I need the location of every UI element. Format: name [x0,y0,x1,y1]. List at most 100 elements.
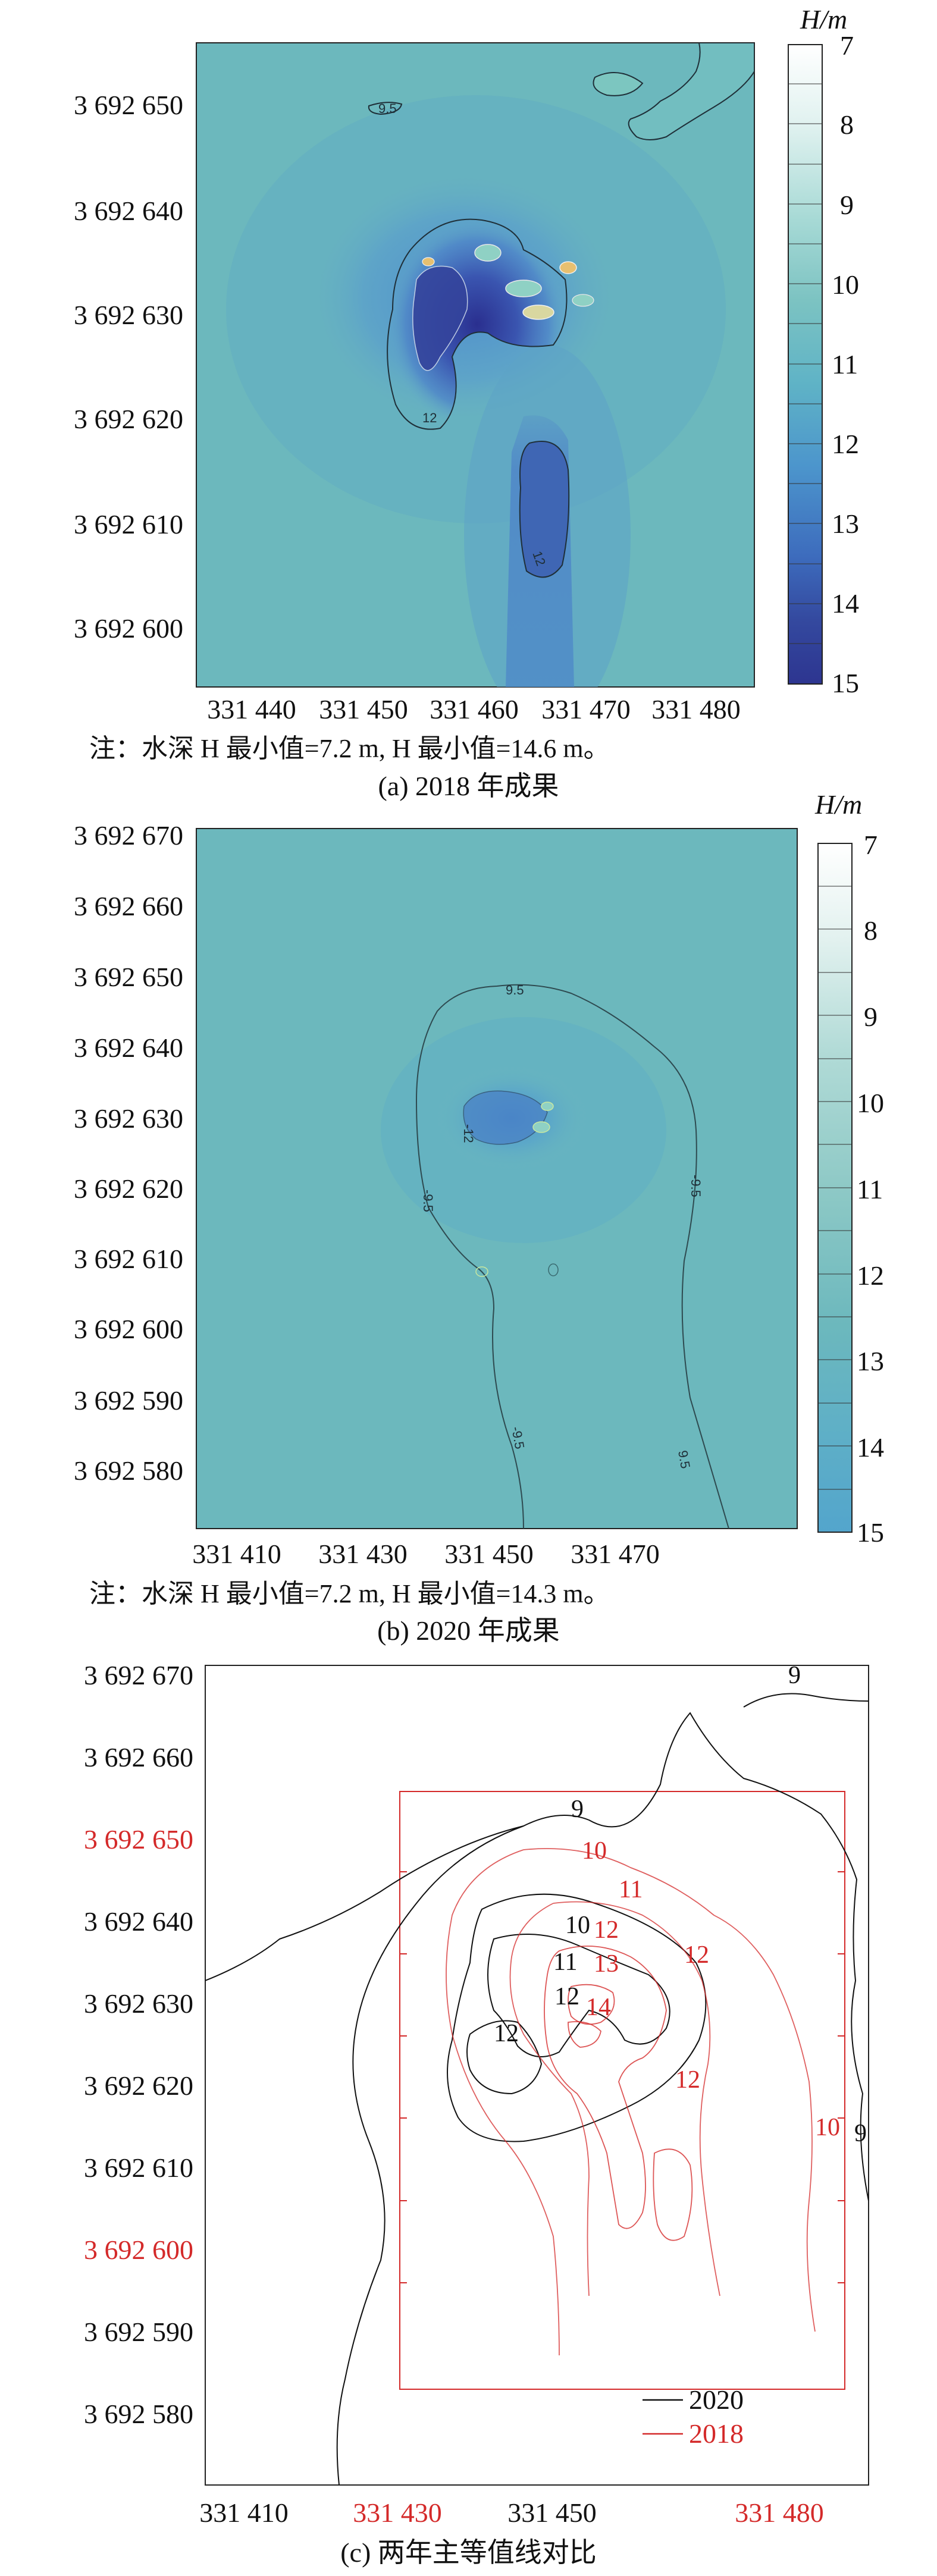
panel-c-contour-labels: 9 9 10 11 12 12 9 10 11 12 13 14 12 12 1… [494,1662,867,2147]
panel-c-label-2018: 11 [619,1876,643,1903]
colorbar-tick-label: 12 [857,1260,884,1291]
colorbar-tick-label: 9 [864,1002,878,1032]
panel-c-label-2018: 10 [582,1837,607,1865]
panel-b-contour-label-12: -12 [461,1124,476,1143]
panel-c-2018-channel-contour [653,2148,693,2241]
panel-a-inner-13-contour [412,265,468,371]
y-tick-label: 3 692 600 [84,2235,193,2265]
panel-c-legend: 2020 2018 [643,2384,744,2449]
y-tick-label: 3 692 620 [74,1174,183,1204]
panel-c-2018-contour-14 [568,2021,601,2048]
panel-b-x-axis: 331 410 331 430 331 450 331 470 [192,1539,660,1569]
panel-b-depth-field: 9.5 -12 -9.5 -9.5 -9.5 9.5 [381,983,729,1529]
x-tick-label: 331 430 [353,2497,442,2528]
y-tick-label: 3 692 650 [74,90,183,120]
x-tick-label: 331 410 [192,1539,281,1569]
panel-b-contour-label-9.5-left: -9.5 [421,1190,435,1212]
panel-b-caption: (b) 2020 年成果 [377,1615,560,1646]
y-tick-label: 3 692 670 [84,1660,193,1690]
panel-c-2018-contour-10 [446,1848,816,2356]
colorbar-tick-label: 15 [832,668,859,698]
panel-a-shoal-5 [422,257,435,266]
y-tick-label: 3 692 610 [74,509,183,539]
legend-label-2018: 2018 [689,2418,744,2449]
x-tick-label: 331 480 [735,2497,824,2528]
panel-c-label-2020: 11 [553,1949,577,1976]
panel-c-2018-contour-12 [544,1946,667,2229]
y-tick-label: 3 692 630 [74,300,183,330]
x-tick-label: 331 450 [319,694,408,724]
y-tick-label: 3 692 620 [84,2070,193,2101]
x-tick-label: 331 410 [199,2497,289,2528]
panel-b: 9.5 -12 -9.5 -9.5 -9.5 9.5 3 692 670 3 6… [74,789,884,1569]
panel-a-colorbar-steps [788,83,822,644]
x-tick-label: 331 450 [507,2497,597,2528]
y-tick-label: 3 692 630 [84,1988,193,2019]
panel-a-shoal-2 [505,280,542,297]
colorbar-tick-label: 10 [857,1088,884,1118]
x-tick-label: 331 470 [571,1539,660,1569]
panel-a-shoal-6 [572,294,594,307]
y-tick-label: 3 692 660 [74,891,183,921]
panel-c-2020-contour-12 [466,2020,543,2095]
colorbar-tick-label: 8 [864,915,878,946]
panel-c-label-2020: 9 [571,1796,584,1823]
y-tick-label: 3 692 620 [74,404,183,434]
panel-b-colorbar-unit: H/m [814,789,862,820]
y-tick-label: 3 692 600 [74,1314,183,1344]
y-tick-label: 3 692 580 [74,1455,183,1486]
y-tick-label: 3 692 650 [84,1824,193,1855]
panel-a-contour-label-12-north: 12 [422,410,437,425]
panel-a-depth-field: 9.5 12 12 [226,43,754,687]
panel-a: 9.5 12 12 3 692 650 3 692 640 3 692 630 … [74,4,859,724]
panel-b-contour-9.5 [415,984,729,1529]
panel-b-shoal-2 [541,1102,554,1111]
colorbar-tick-label: 13 [832,509,859,539]
y-tick-label: 3 692 610 [74,1244,183,1274]
colorbar-tick-label: 15 [857,1517,884,1548]
y-tick-label: 3 692 590 [74,1385,183,1416]
panel-c-y-axis: 3 692 670 3 692 660 3 692 650 3 692 640 … [84,1660,193,2429]
panel-c-label-2018: 12 [594,1916,619,1944]
panel-c-label-2020: 9 [788,1662,801,1689]
panel-a-shoal-4 [522,305,554,320]
colorbar-tick-label: 14 [857,1432,884,1463]
panel-a-note: 注：水深 H 最小值=7.2 m, H 最小值=14.6 m。 [89,734,610,763]
x-tick-label: 331 450 [444,1539,534,1569]
colorbar-tick-label: 13 [857,1346,884,1376]
panel-c-2018-contour-11 [509,1901,720,2296]
panel-c-label-2020: 12 [494,2020,519,2047]
panel-c-2020-contour-10 [447,1893,707,2142]
panel-a-contour-label-9.5: 9.5 [378,101,397,116]
colorbar-tick-label: 9 [840,190,854,220]
panel-b-shoal-4 [548,1263,559,1276]
panel-c-2020-contour-9-outer [205,1712,869,2485]
y-tick-label: 3 692 610 [84,2153,193,2183]
y-tick-label: 3 692 650 [74,962,183,992]
panel-b-shoal-3 [475,1266,488,1277]
colorbar-tick-label: 7 [864,830,878,860]
panel-b-colorbar-steps [818,886,852,1490]
colorbar-tick-label: 7 [840,30,854,61]
y-tick-label: 3 692 660 [84,1742,193,1772]
panel-b-contour-label-9.5-top: 9.5 [506,983,524,997]
x-tick-label: 331 480 [651,694,741,724]
x-tick-label: 331 470 [541,694,631,724]
panel-b-y-axis: 3 692 670 3 692 660 3 692 650 3 692 640 … [74,820,183,1486]
panel-b-note: 注：水深 H 最小值=7.2 m, H 最小值=14.3 m。 [89,1579,610,1608]
colorbar-tick-label: 11 [832,349,858,379]
panel-b-colorbar: H/m 7 8 9 10 11 12 13 14 15 [814,789,884,1548]
colorbar-tick-label: 12 [832,429,859,459]
panel-c-2018-extent-box [399,1791,845,2390]
panel-c-red-ticks [400,1871,845,2283]
panel-a-contour-9.5 [368,102,403,115]
colorbar-tick-label: 8 [840,109,854,140]
y-tick-label: 3 692 670 [74,820,183,851]
panel-a-shoal-1 [474,244,502,262]
panel-b-contour-label-9.5-br: 9.5 [675,1449,693,1470]
colorbar-tick-label: 11 [857,1174,883,1204]
panel-c-label-2018: 13 [594,1950,619,1978]
panel-c-label-2020: 10 [565,1912,590,1939]
y-tick-label: 3 692 640 [74,196,183,226]
